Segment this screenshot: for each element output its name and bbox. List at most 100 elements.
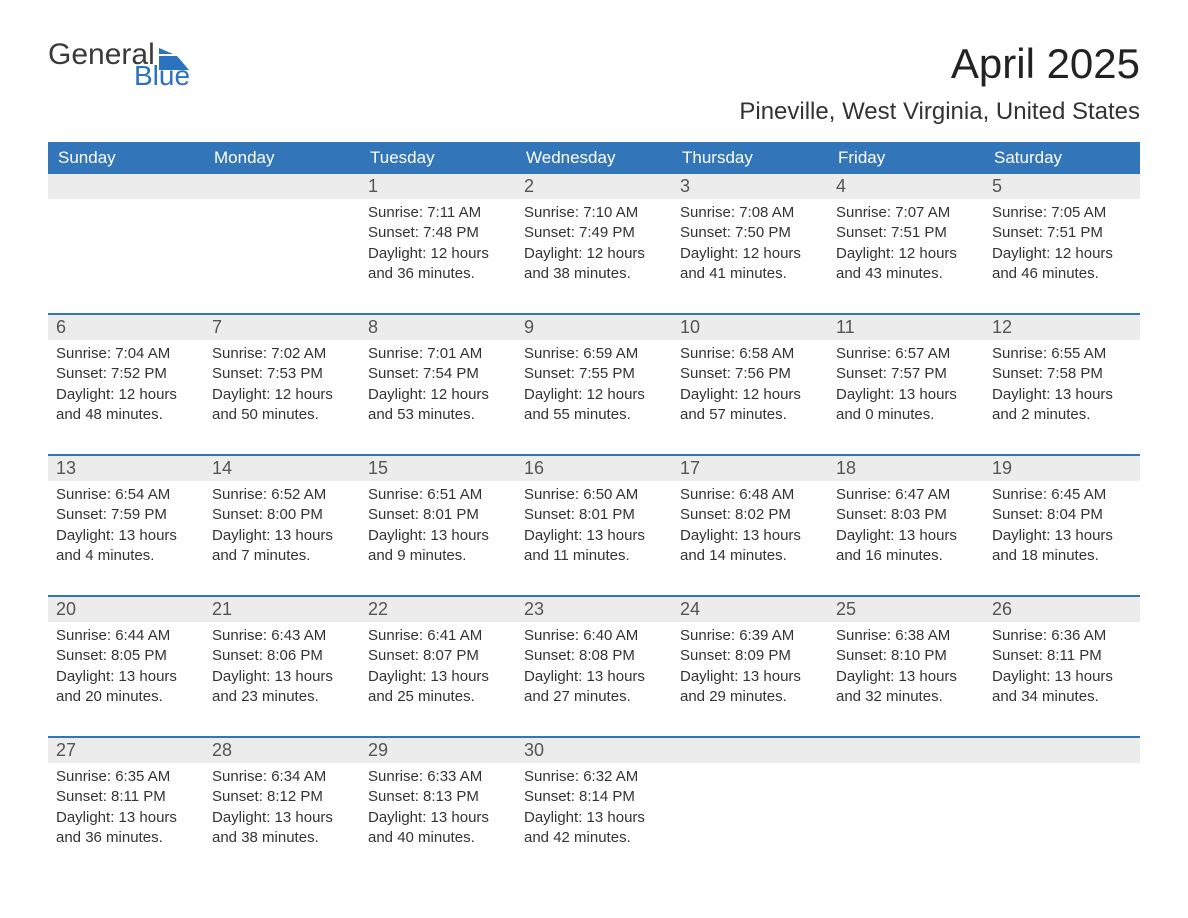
sunrise-text: Sunrise: 6:44 AM	[56, 626, 196, 646]
day-number: 28	[204, 738, 360, 763]
day-number: 13	[48, 456, 204, 481]
week-row: 20212223242526Sunrise: 6:44 AMSunset: 8:…	[48, 595, 1140, 718]
daylight-text: Daylight: 13 hours and 32 minutes.	[836, 667, 976, 708]
day-cell: Sunrise: 7:10 AMSunset: 7:49 PMDaylight:…	[516, 199, 672, 295]
day-cell: Sunrise: 7:05 AMSunset: 7:51 PMDaylight:…	[984, 199, 1140, 295]
sunset-text: Sunset: 8:01 PM	[524, 505, 664, 525]
sunset-text: Sunset: 8:10 PM	[836, 646, 976, 666]
day-cell: Sunrise: 6:34 AMSunset: 8:12 PMDaylight:…	[204, 763, 360, 859]
sunrise-text: Sunrise: 7:02 AM	[212, 344, 352, 364]
daylight-text: Daylight: 13 hours and 42 minutes.	[524, 808, 664, 849]
day-number: 1	[360, 174, 516, 199]
day-cell: Sunrise: 6:43 AMSunset: 8:06 PMDaylight:…	[204, 622, 360, 718]
day-headers-row: Sunday Monday Tuesday Wednesday Thursday…	[48, 142, 1140, 174]
day-cell: Sunrise: 6:41 AMSunset: 8:07 PMDaylight:…	[360, 622, 516, 718]
daylight-text: Daylight: 12 hours and 55 minutes.	[524, 385, 664, 426]
day-number: 9	[516, 315, 672, 340]
sunset-text: Sunset: 7:57 PM	[836, 364, 976, 384]
daylight-text: Daylight: 13 hours and 7 minutes.	[212, 526, 352, 567]
day-number: 17	[672, 456, 828, 481]
sunset-text: Sunset: 8:07 PM	[368, 646, 508, 666]
daylight-text: Daylight: 13 hours and 29 minutes.	[680, 667, 820, 708]
day-number: 21	[204, 597, 360, 622]
day-cell	[204, 199, 360, 295]
sunrise-text: Sunrise: 6:58 AM	[680, 344, 820, 364]
day-number	[984, 738, 1140, 763]
sunset-text: Sunset: 7:51 PM	[992, 223, 1132, 243]
sunrise-text: Sunrise: 6:59 AM	[524, 344, 664, 364]
sunset-text: Sunset: 7:50 PM	[680, 223, 820, 243]
title-location: Pineville, West Virginia, United States	[739, 98, 1140, 126]
weeks-container: 12345Sunrise: 7:11 AMSunset: 7:48 PMDayl…	[48, 174, 1140, 859]
day-cell: Sunrise: 6:45 AMSunset: 8:04 PMDaylight:…	[984, 481, 1140, 577]
week-row: 6789101112Sunrise: 7:04 AMSunset: 7:52 P…	[48, 313, 1140, 436]
day-cell: Sunrise: 7:07 AMSunset: 7:51 PMDaylight:…	[828, 199, 984, 295]
day-cell: Sunrise: 6:48 AMSunset: 8:02 PMDaylight:…	[672, 481, 828, 577]
day-cell: Sunrise: 6:57 AMSunset: 7:57 PMDaylight:…	[828, 340, 984, 436]
day-number: 24	[672, 597, 828, 622]
day-cell: Sunrise: 7:02 AMSunset: 7:53 PMDaylight:…	[204, 340, 360, 436]
sunrise-text: Sunrise: 6:32 AM	[524, 767, 664, 787]
day-number	[204, 174, 360, 199]
sunrise-text: Sunrise: 7:11 AM	[368, 203, 508, 223]
sunset-text: Sunset: 8:00 PM	[212, 505, 352, 525]
day-header: Wednesday	[516, 142, 672, 174]
sunset-text: Sunset: 8:11 PM	[56, 787, 196, 807]
day-number: 3	[672, 174, 828, 199]
day-cell: Sunrise: 6:35 AMSunset: 8:11 PMDaylight:…	[48, 763, 204, 859]
daylight-text: Daylight: 12 hours and 41 minutes.	[680, 244, 820, 285]
daylight-text: Daylight: 13 hours and 14 minutes.	[680, 526, 820, 567]
sunrise-text: Sunrise: 6:51 AM	[368, 485, 508, 505]
sunrise-text: Sunrise: 6:47 AM	[836, 485, 976, 505]
sunset-text: Sunset: 8:11 PM	[992, 646, 1132, 666]
day-number: 23	[516, 597, 672, 622]
sunset-text: Sunset: 8:02 PM	[680, 505, 820, 525]
sunrise-text: Sunrise: 6:39 AM	[680, 626, 820, 646]
sunset-text: Sunset: 8:05 PM	[56, 646, 196, 666]
daylight-text: Daylight: 12 hours and 57 minutes.	[680, 385, 820, 426]
day-number: 18	[828, 456, 984, 481]
daylight-text: Daylight: 13 hours and 4 minutes.	[56, 526, 196, 567]
daynum-row: 6789101112	[48, 315, 1140, 340]
daylight-text: Daylight: 13 hours and 34 minutes.	[992, 667, 1132, 708]
day-cell: Sunrise: 7:01 AMSunset: 7:54 PMDaylight:…	[360, 340, 516, 436]
day-number: 16	[516, 456, 672, 481]
day-number: 25	[828, 597, 984, 622]
daylight-text: Daylight: 12 hours and 38 minutes.	[524, 244, 664, 285]
sunset-text: Sunset: 7:58 PM	[992, 364, 1132, 384]
sunrise-text: Sunrise: 6:52 AM	[212, 485, 352, 505]
sunrise-text: Sunrise: 7:04 AM	[56, 344, 196, 364]
daylight-text: Daylight: 12 hours and 43 minutes.	[836, 244, 976, 285]
sunrise-text: Sunrise: 7:10 AM	[524, 203, 664, 223]
sunset-text: Sunset: 7:59 PM	[56, 505, 196, 525]
daylight-text: Daylight: 12 hours and 48 minutes.	[56, 385, 196, 426]
sunset-text: Sunset: 7:52 PM	[56, 364, 196, 384]
day-cell: Sunrise: 7:04 AMSunset: 7:52 PMDaylight:…	[48, 340, 204, 436]
day-cell: Sunrise: 6:59 AMSunset: 7:55 PMDaylight:…	[516, 340, 672, 436]
title-block: April 2025 Pineville, West Virginia, Uni…	[739, 40, 1140, 126]
day-cell: Sunrise: 6:51 AMSunset: 8:01 PMDaylight:…	[360, 481, 516, 577]
day-cell: Sunrise: 6:40 AMSunset: 8:08 PMDaylight:…	[516, 622, 672, 718]
daylight-text: Daylight: 13 hours and 0 minutes.	[836, 385, 976, 426]
sunset-text: Sunset: 8:14 PM	[524, 787, 664, 807]
sunrise-text: Sunrise: 6:36 AM	[992, 626, 1132, 646]
daylight-text: Daylight: 13 hours and 9 minutes.	[368, 526, 508, 567]
day-header: Thursday	[672, 142, 828, 174]
sunrise-text: Sunrise: 6:57 AM	[836, 344, 976, 364]
day-number: 10	[672, 315, 828, 340]
daylight-text: Daylight: 12 hours and 36 minutes.	[368, 244, 508, 285]
sunrise-text: Sunrise: 7:08 AM	[680, 203, 820, 223]
week-row: 27282930Sunrise: 6:35 AMSunset: 8:11 PMD…	[48, 736, 1140, 859]
day-cell: Sunrise: 6:38 AMSunset: 8:10 PMDaylight:…	[828, 622, 984, 718]
sunrise-text: Sunrise: 6:55 AM	[992, 344, 1132, 364]
daylight-text: Daylight: 13 hours and 23 minutes.	[212, 667, 352, 708]
daylight-text: Daylight: 13 hours and 38 minutes.	[212, 808, 352, 849]
day-header: Monday	[204, 142, 360, 174]
sunrise-text: Sunrise: 6:48 AM	[680, 485, 820, 505]
daylight-text: Daylight: 13 hours and 36 minutes.	[56, 808, 196, 849]
daynum-row: 20212223242526	[48, 597, 1140, 622]
day-number	[828, 738, 984, 763]
sunset-text: Sunset: 8:06 PM	[212, 646, 352, 666]
daylight-text: Daylight: 13 hours and 18 minutes.	[992, 526, 1132, 567]
sunrise-text: Sunrise: 6:34 AM	[212, 767, 352, 787]
